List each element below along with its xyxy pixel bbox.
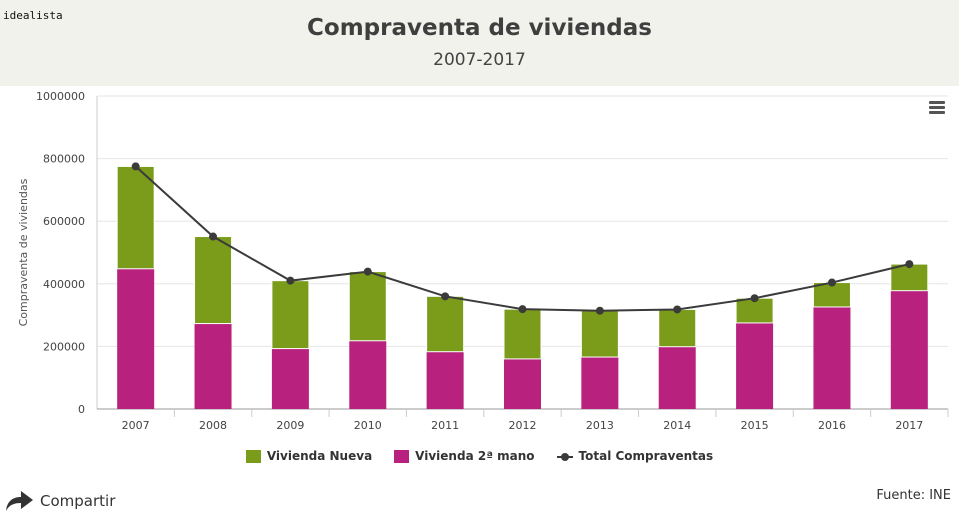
y-tick-label: 200000 bbox=[43, 340, 85, 353]
share-button[interactable]: Compartir bbox=[4, 488, 115, 514]
legend-swatch-segunda bbox=[394, 449, 410, 463]
total-point bbox=[673, 305, 682, 314]
bar-vivienda-nueva bbox=[812, 282, 851, 308]
legend-label-nueva: Vivienda Nueva bbox=[266, 449, 373, 463]
legend-label-segunda: Vivienda 2ª mano bbox=[415, 449, 535, 463]
legend-label-total: Total Compraventas bbox=[578, 449, 714, 463]
x-tick-label: 2015 bbox=[741, 419, 769, 432]
legend-item-total[interactable]: Total Compraventas bbox=[556, 449, 714, 463]
y-tick-label: 0 bbox=[78, 403, 85, 416]
y-tick-label: 800000 bbox=[43, 153, 85, 166]
x-tick-label: 2013 bbox=[586, 419, 614, 432]
x-tick-label: 2010 bbox=[354, 419, 382, 432]
y-tick-label: 400000 bbox=[43, 278, 85, 291]
chart-plot: 0 200000 400000 600000 800000 1000000 Comprave… bbox=[17, 90, 949, 432]
total-point bbox=[750, 294, 759, 303]
total-point bbox=[441, 292, 450, 301]
bar-vivienda-nueva bbox=[890, 263, 929, 292]
legend-swatch-total bbox=[556, 450, 573, 463]
legend-item-vivienda-nueva[interactable]: Vivienda Nueva bbox=[245, 449, 373, 463]
share-arrow-icon bbox=[6, 491, 33, 511]
bar-segunda-mano bbox=[504, 358, 541, 409]
total-point bbox=[363, 267, 372, 276]
bar-vivienda-nueva bbox=[194, 236, 233, 325]
bar-segunda-mano bbox=[194, 323, 232, 409]
bar-segunda-mano bbox=[890, 290, 928, 409]
bar-vivienda-nueva bbox=[116, 165, 155, 270]
bar-vivienda-nueva bbox=[348, 271, 387, 342]
total-point bbox=[209, 232, 218, 241]
brand-logo: idealista bbox=[3, 9, 63, 22]
hamburger-menu-icon[interactable] bbox=[927, 100, 947, 116]
chart-subtitle: 2007-2017 bbox=[433, 50, 526, 70]
x-tick-label: 2009 bbox=[276, 419, 304, 432]
x-tick-label: 2012 bbox=[509, 419, 537, 432]
total-point bbox=[286, 276, 295, 285]
legend-swatch-nueva bbox=[245, 449, 261, 463]
y-tick-label: 600000 bbox=[43, 215, 85, 228]
y-axis-label: Compraventa de viviendas bbox=[17, 178, 30, 326]
bar-vivienda-nueva bbox=[271, 280, 310, 350]
bar-vivienda-nueva bbox=[426, 295, 465, 353]
total-point bbox=[131, 162, 140, 171]
total-point bbox=[905, 260, 914, 269]
total-point bbox=[827, 278, 836, 287]
x-tick-label: 2008 bbox=[199, 419, 227, 432]
share-label: Compartir bbox=[40, 492, 116, 510]
chart-title: Compraventa de viviendas bbox=[307, 15, 652, 41]
bar-segunda-mano bbox=[658, 346, 696, 409]
total-point bbox=[518, 305, 527, 314]
x-tick-label: 2011 bbox=[431, 419, 459, 432]
bar-segunda-mano bbox=[271, 348, 309, 409]
bar-segunda-mano bbox=[736, 322, 774, 409]
source-note: Fuente: INE bbox=[876, 488, 951, 503]
bar-segunda-mano bbox=[349, 340, 387, 409]
total-point bbox=[595, 306, 604, 315]
bar-segunda-mano bbox=[426, 351, 464, 409]
bar-vivienda-nueva bbox=[580, 310, 619, 358]
x-tick-label: 2016 bbox=[818, 419, 846, 432]
bar-vivienda-nueva bbox=[503, 308, 542, 360]
total-line bbox=[135, 165, 910, 312]
x-tick-label: 2007 bbox=[122, 419, 150, 432]
x-tick-label: 2017 bbox=[895, 419, 923, 432]
y-tick-label: 1000000 bbox=[36, 90, 85, 103]
chart-header: idealista Compraventa de viviendas 2007-… bbox=[0, 0, 959, 86]
legend: Vivienda Nueva Vivienda 2ª mano Total Co… bbox=[0, 449, 959, 463]
x-tick-label: 2014 bbox=[663, 419, 691, 432]
bar-segunda-mano bbox=[813, 306, 851, 409]
legend-item-vivienda-segunda[interactable]: Vivienda 2ª mano bbox=[394, 449, 535, 463]
bar-vivienda-nueva bbox=[658, 308, 697, 348]
bar-segunda-mano bbox=[117, 268, 155, 409]
bar-segunda-mano bbox=[581, 357, 619, 409]
